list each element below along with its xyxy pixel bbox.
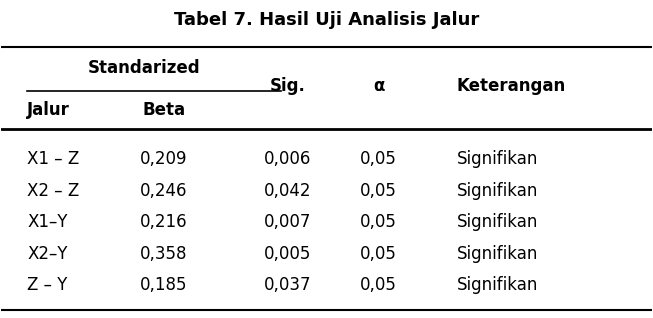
Text: Tabel 7. Hasil Uji Analisis Jalur: Tabel 7. Hasil Uji Analisis Jalur [174,11,479,29]
Text: 0,05: 0,05 [360,276,397,294]
Text: X2 – Z: X2 – Z [27,182,80,199]
Text: Signifikan: Signifikan [456,182,538,199]
Text: 0,209: 0,209 [140,150,187,168]
Text: Beta: Beta [142,101,185,119]
Text: Sig.: Sig. [270,77,306,95]
Text: Signifikan: Signifikan [456,150,538,168]
Text: X1–Y: X1–Y [27,213,68,231]
Text: X1 – Z: X1 – Z [27,150,80,168]
Text: 0,037: 0,037 [264,276,311,294]
Text: 0,358: 0,358 [140,245,187,263]
Text: 0,042: 0,042 [264,182,311,199]
Text: Signifikan: Signifikan [456,213,538,231]
Text: Standarized: Standarized [88,59,200,77]
Text: Z – Y: Z – Y [27,276,68,294]
Text: 0,185: 0,185 [140,276,187,294]
Text: 0,05: 0,05 [360,213,397,231]
Text: 0,005: 0,005 [264,245,311,263]
Text: 0,246: 0,246 [140,182,187,199]
Text: Signifikan: Signifikan [456,276,538,294]
Text: 0,05: 0,05 [360,150,397,168]
Text: 0,007: 0,007 [264,213,311,231]
Text: Keterangan: Keterangan [456,77,565,95]
Text: 0,006: 0,006 [264,150,311,168]
Text: 0,05: 0,05 [360,182,397,199]
Text: 0,216: 0,216 [140,213,188,231]
Text: α: α [373,77,384,95]
Text: Jalur: Jalur [27,101,71,119]
Text: 0,05: 0,05 [360,245,397,263]
Text: X2–Y: X2–Y [27,245,68,263]
Text: Signifikan: Signifikan [456,245,538,263]
